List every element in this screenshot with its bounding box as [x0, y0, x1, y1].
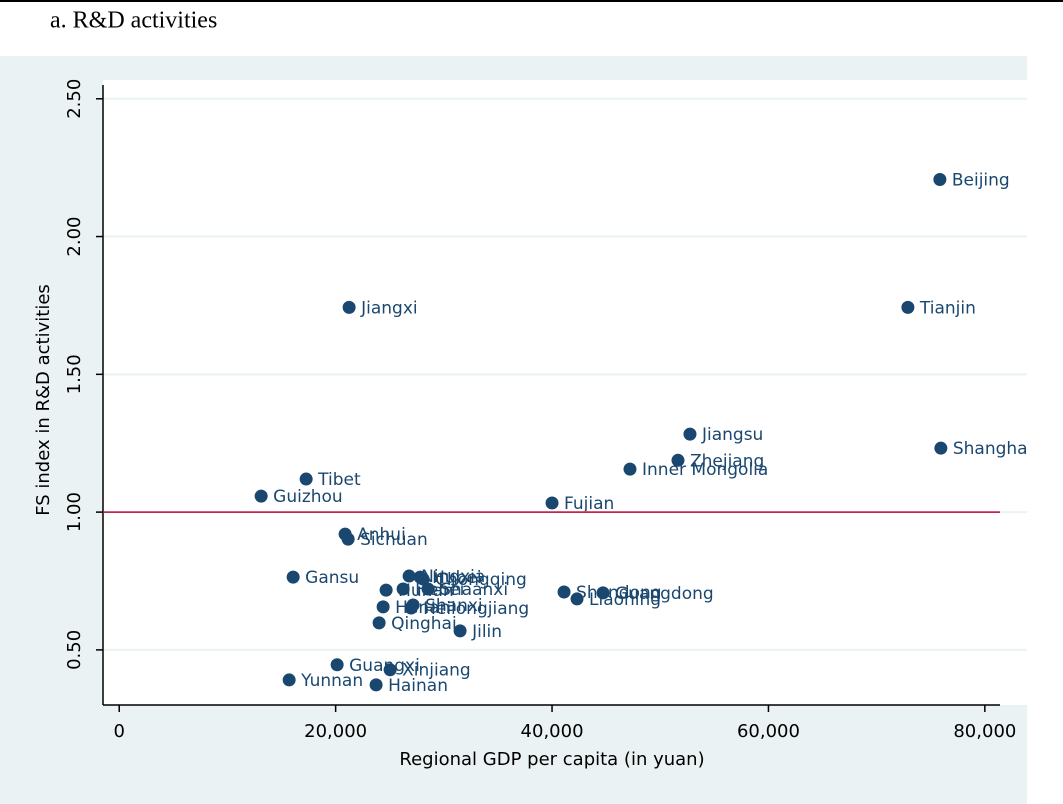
point — [282, 673, 296, 687]
point-label: Guangdong — [615, 584, 714, 604]
y-tick-label: 2.00 — [64, 217, 85, 257]
point — [416, 572, 430, 586]
point — [623, 462, 637, 476]
point — [683, 427, 697, 441]
point — [934, 441, 948, 455]
y-tick-label: 2.50 — [64, 79, 85, 119]
point-label: Tibet — [317, 470, 361, 490]
point-label: Shanxi — [425, 596, 483, 616]
point-label: Jilin — [471, 622, 502, 642]
point — [901, 300, 915, 314]
point-label: Jiangsu — [701, 425, 763, 445]
chart-title: a. R&D activities — [50, 8, 217, 34]
point-label: Shandong — [576, 583, 662, 603]
point-label: Beijing — [952, 171, 1010, 191]
point-label: Sichuan — [360, 530, 428, 550]
x-tick-label: 80,000 — [953, 721, 1016, 742]
point-label: Ningxia — [421, 567, 485, 587]
point — [286, 570, 300, 584]
point-label: Guangxi — [349, 656, 420, 676]
point-label: Xinjiang — [402, 661, 471, 681]
point-label: Shanghai — [953, 439, 1032, 459]
x-axis-label: Regional GDP per capita (in yuan) — [399, 749, 704, 770]
point — [557, 585, 571, 599]
point — [421, 582, 435, 596]
point — [570, 592, 584, 606]
y-tick-label: 0.50 — [64, 630, 85, 670]
y-tick-label: 1.50 — [64, 354, 85, 394]
plot-region — [103, 80, 1027, 705]
point — [372, 616, 386, 630]
point-label: Tianjin — [919, 298, 976, 318]
point — [596, 586, 610, 600]
point-label: Shaanxi — [440, 580, 508, 600]
point-label: Hubei — [432, 568, 482, 588]
point — [299, 472, 313, 486]
point — [342, 300, 356, 314]
point — [402, 569, 416, 583]
point-label: Jiangxi — [360, 298, 418, 318]
point — [933, 173, 947, 187]
plot: Beijing Tianjin Shanghai Jiangsu ZhejiangInn… — [254, 171, 1032, 696]
point — [383, 663, 397, 677]
point-label: Qinghai — [391, 614, 457, 634]
point-label: Zhejiang — [690, 451, 764, 471]
point-label: Yunnan — [300, 671, 363, 691]
point-label: Inner Mongolia — [642, 460, 768, 480]
point — [376, 600, 390, 614]
x-tick-label: 20,000 — [304, 721, 367, 742]
point-label: Hainan — [388, 676, 448, 696]
x-tick-label: 40,000 — [521, 721, 584, 742]
point-label: Hunan — [398, 581, 454, 601]
point — [341, 532, 355, 546]
point — [379, 583, 393, 597]
point — [396, 582, 410, 596]
point — [453, 624, 467, 638]
point — [545, 496, 559, 510]
point-label: Fujian — [564, 494, 614, 514]
point-label: Guizhou — [273, 487, 343, 507]
x-tick-label: 60,000 — [737, 721, 800, 742]
point — [254, 489, 268, 503]
point-label: Gansu — [305, 568, 359, 588]
point-label: Chongqing — [435, 570, 527, 590]
point — [671, 453, 685, 467]
point — [404, 601, 418, 615]
point — [330, 658, 344, 672]
point-label: Hebei — [415, 580, 464, 600]
point-label: Anhui — [357, 525, 406, 545]
y-axis-label: FS index in R&D activities — [33, 284, 54, 516]
point-label: Heilongjiang — [423, 599, 529, 619]
point-label: Liaoning — [589, 590, 661, 610]
y-tick-label: 1.00 — [64, 492, 85, 532]
point-label: Henan — [395, 598, 450, 618]
x-tick-label: 0 — [114, 721, 125, 742]
point — [369, 678, 383, 692]
